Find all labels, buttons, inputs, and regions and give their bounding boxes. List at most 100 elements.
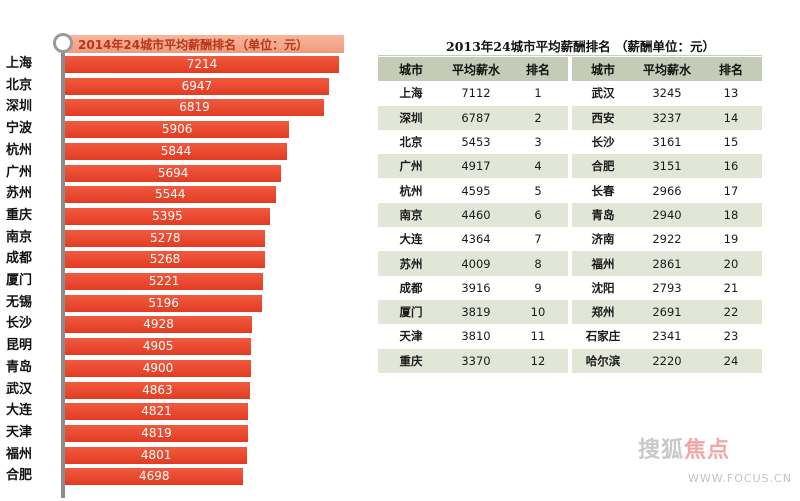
column-gap xyxy=(568,178,572,203)
bar xyxy=(65,142,287,160)
cell-salary: 3237 xyxy=(634,105,700,130)
data-label: 5395 xyxy=(152,208,183,223)
cell-city: 厦门 xyxy=(378,299,444,325)
bar xyxy=(65,446,248,464)
chart-title-band: 2014年24城市平均薪酬排名（单位：元） xyxy=(62,35,344,53)
table-row: 厦门 3819 10 郑州 2691 22 xyxy=(378,299,762,325)
column-gap xyxy=(568,299,572,325)
cell-salary: 4009 xyxy=(444,251,508,276)
bar xyxy=(65,468,244,486)
category-label: 上海 xyxy=(6,56,33,71)
bar xyxy=(65,273,264,290)
cell-salary: 4460 xyxy=(444,202,508,228)
cell-rank: 21 xyxy=(723,280,739,295)
cell-rank: 16 xyxy=(700,154,762,179)
cell-rank: 13 xyxy=(723,86,739,101)
cell-city: 长春 xyxy=(591,183,615,198)
bar xyxy=(65,186,276,204)
table-row: 重庆 3370 12 哈尔滨 2220 24 xyxy=(378,348,762,373)
cell-rank: 17 xyxy=(723,183,739,198)
cell-city: 哈尔滨 xyxy=(572,348,634,373)
chart-title: 2014年24城市平均薪酬排名（单位：元） xyxy=(78,38,309,52)
cell-rank: 22 xyxy=(700,299,762,325)
ring-icon xyxy=(53,33,73,53)
data-label: 5268 xyxy=(149,252,181,267)
data-label: 4698 xyxy=(138,469,170,484)
cell-salary: 3161 xyxy=(652,135,682,150)
bar xyxy=(65,164,282,182)
column-gap xyxy=(568,275,572,300)
table-row: 北京 5453 3 长沙 3161 15 xyxy=(378,129,762,155)
column-gap xyxy=(568,348,572,373)
cell-rank: 4 xyxy=(508,154,568,179)
bar xyxy=(65,316,253,334)
cell-salary: 2922 xyxy=(652,232,682,247)
table-row: 成都 3916 9 沈阳 2793 21 xyxy=(378,275,762,300)
cell-rank: 9 xyxy=(534,280,542,295)
cell-rank: 3 xyxy=(534,135,542,150)
table-row: 深圳 6787 2 西安 3237 14 xyxy=(378,105,762,130)
category-label: 广州 xyxy=(6,164,33,180)
column-gap xyxy=(568,129,572,155)
cell-salary: 3370 xyxy=(444,348,508,373)
cell-salary: 3151 xyxy=(634,154,700,179)
column-gap xyxy=(568,202,572,228)
cell-city: 石家庄 xyxy=(585,329,621,344)
category-label: 宁波 xyxy=(6,121,33,137)
logo-text-left: 搜狐 xyxy=(638,438,685,463)
cell-rank: 12 xyxy=(508,348,568,373)
bar xyxy=(65,99,324,117)
bar xyxy=(65,121,290,139)
header-rank: 排名 xyxy=(508,57,568,82)
cell-rank: 2 xyxy=(508,105,568,130)
category-label: 福州 xyxy=(6,446,33,462)
data-label: 7214 xyxy=(186,57,218,71)
header-rank: 排名 xyxy=(700,57,762,82)
cell-salary: 4917 xyxy=(444,154,508,179)
bar xyxy=(65,229,266,247)
cell-rank: 14 xyxy=(700,105,762,130)
cell-city: 南京 xyxy=(378,202,444,228)
category-label: 昆明 xyxy=(6,338,33,354)
cell-city: 北京 xyxy=(399,135,423,150)
bar xyxy=(65,403,249,421)
cell-rank: 7 xyxy=(534,232,542,247)
cell-city: 长沙 xyxy=(591,135,615,150)
cell-city: 福州 xyxy=(572,251,634,276)
cell-salary: 7112 xyxy=(461,86,491,101)
cell-city: 重庆 xyxy=(378,348,444,373)
cell-salary: 2220 xyxy=(634,348,700,373)
category-label: 杭州 xyxy=(6,142,33,158)
cell-city: 成都 xyxy=(399,280,423,295)
cell-salary: 2940 xyxy=(634,202,700,228)
column-gap xyxy=(568,324,572,349)
watermark-url: WWW.FOCUS.CN xyxy=(688,472,792,485)
table-title: 2013年24城市平均薪酬排名 （薪酬单位：元） xyxy=(446,39,716,54)
category-label: 重庆 xyxy=(6,207,33,223)
sohu-focus-logo: 搜狐焦点 xyxy=(638,432,730,464)
header-salary: 平均薪水 xyxy=(444,57,508,82)
table-header-row: 城市 平均薪水 排名 城市 平均薪水 排名 xyxy=(378,57,762,82)
data-label: 5544 xyxy=(155,187,186,202)
data-label: 4819 xyxy=(141,425,172,440)
cell-salary: 2861 xyxy=(634,251,700,276)
table-row: 天津 3810 11 石家庄 2341 23 xyxy=(378,324,762,349)
column-gap xyxy=(568,81,572,106)
data-label: 5694 xyxy=(157,165,189,180)
cell-salary: 3819 xyxy=(444,299,508,325)
chart-axis xyxy=(61,52,65,498)
cell-rank: 5 xyxy=(534,183,542,198)
cell-rank: 23 xyxy=(723,329,739,344)
cell-rank: 8 xyxy=(508,251,568,276)
column-gap xyxy=(568,227,572,252)
data-label: 5221 xyxy=(148,274,180,288)
cell-city: 郑州 xyxy=(572,299,634,325)
data-label: 4900 xyxy=(142,360,174,375)
cell-city: 青岛 xyxy=(572,202,634,228)
cell-rank: 1 xyxy=(534,86,542,101)
cell-city: 济南 xyxy=(591,232,615,247)
cell-salary: 2793 xyxy=(652,280,682,295)
category-label: 厦门 xyxy=(6,273,33,288)
bar xyxy=(65,381,250,399)
cell-rank: 11 xyxy=(530,329,546,344)
